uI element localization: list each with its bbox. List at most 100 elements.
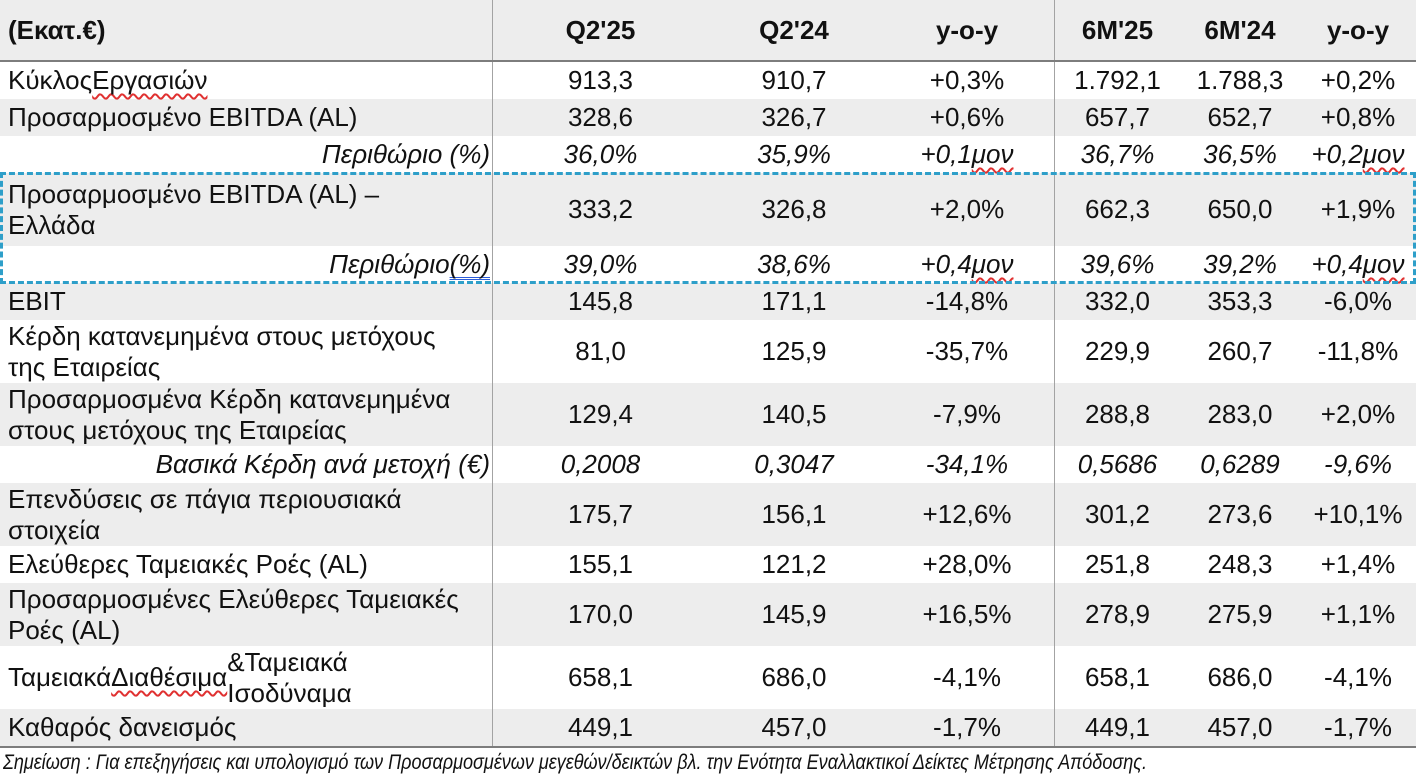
cell-value: +0,4 μον	[880, 246, 1055, 283]
cell-value: 171,1	[761, 286, 827, 316]
cell-value: 35,9%	[757, 139, 831, 169]
column-header: y-o-y	[880, 0, 1055, 60]
cell-value: +1,9%	[1320, 194, 1396, 224]
column-header: Q2'25	[565, 14, 636, 45]
grammar-underline: (%)	[449, 249, 490, 279]
cell-value: 175,7	[567, 499, 634, 529]
cell-value: +10,1%	[1313, 499, 1403, 529]
cell-value: 332,0	[1084, 286, 1151, 316]
column-header: 6M'24	[1204, 14, 1276, 45]
row-label: Κύκλος Εργασιών	[0, 62, 493, 99]
cell-value: 275,9	[1207, 599, 1273, 629]
cell-value: 283,0	[1207, 399, 1273, 429]
row-label: Προσαρμοσμένο EBITDA (AL) – Ελλάδα	[0, 173, 493, 246]
cell-value: -14,8%	[880, 283, 1055, 320]
cell-value: 155,1	[567, 549, 634, 579]
row-label: Ταμειακά Διαθέσιμα &Ταμειακά Ισοδύναμα	[0, 646, 493, 709]
cell-value: -4,1%	[1324, 662, 1392, 692]
table-row: Βασικά Κέρδη ανά μετοχή (€) 0,2008 0,3047 -…	[0, 446, 1416, 483]
cell-value: 125,9	[761, 336, 827, 366]
spellcheck-underline: μον	[971, 139, 1014, 169]
cell-value: -11,8%	[1317, 336, 1399, 366]
table-row: Προσαρμοσμένο EBITDA (AL) 328,6 326,7 +0,6%…	[0, 99, 1416, 136]
row-label: Βασικά Κέρδη ανά μετοχή (€)	[0, 446, 493, 483]
cell-value: 449,1	[1084, 712, 1151, 742]
cell-value: 273,6	[1207, 499, 1273, 529]
cell-value: +28,0%	[880, 546, 1055, 583]
cell-value: 328,6	[567, 102, 634, 132]
table-row: Ελεύθερες Ταμειακές Ροές (AL) 155,1 121,2 +…	[0, 546, 1416, 583]
column-header: Q2'24	[759, 14, 829, 45]
cell-value: 129,4	[567, 399, 634, 429]
table-row: Επενδύσεις σε πάγια περιουσιακά στοιχεία…	[0, 483, 1416, 546]
cell-value: +2,0%	[1320, 399, 1396, 429]
cell-value: +0,8%	[1320, 102, 1396, 132]
cell-value: 1.788,3	[1196, 65, 1284, 95]
cell-value: +2,0%	[880, 173, 1055, 246]
cell-value: 326,8	[761, 194, 827, 224]
column-header: y-o-y	[1326, 14, 1390, 45]
cell-value: 260,7	[1207, 336, 1273, 366]
spellcheck-underline: Εργασιών	[92, 65, 208, 95]
cell-value: +0,2%	[1320, 65, 1396, 95]
cell-value: +0,4 μον	[1311, 249, 1405, 279]
cell-value: 36,7%	[1080, 139, 1155, 169]
cell-value: 156,1	[761, 499, 827, 529]
table-row: Προσαρμοσμένο EBITDA (AL) – Ελλάδα 333,2 3…	[0, 173, 1416, 246]
row-label: Ελεύθερες Ταμειακές Ροές (AL)	[0, 546, 493, 583]
cell-value: +0,6%	[880, 99, 1055, 136]
cell-value: 0,2008	[560, 449, 641, 479]
cell-value: 81,0	[575, 336, 626, 366]
cell-value: 251,8	[1084, 549, 1151, 579]
cell-value: -6,0%	[1324, 286, 1392, 316]
cell-value: 0,6289	[1200, 449, 1280, 479]
row-label: Περιθώριο (%)	[0, 246, 493, 283]
cell-value: 301,2	[1084, 499, 1151, 529]
table-row: Περιθώριο (%) 39,0% 38,6% +0,4 μον 39,6% 39,2…	[0, 246, 1416, 283]
cell-value: 457,0	[761, 712, 827, 742]
footnote: Σημείωση : Για επεξηγήσεις και υπολογισμ…	[3, 751, 1416, 775]
cell-value: +1,4%	[1320, 549, 1396, 579]
cell-value: +16,5%	[880, 583, 1055, 646]
cell-value: -9,6%	[1324, 449, 1392, 479]
table-row: Ταμειακά Διαθέσιμα &Ταμειακά Ισοδύναμα 65…	[0, 646, 1416, 709]
cell-value: 457,0	[1207, 712, 1273, 742]
cell-value: 39,0%	[563, 249, 638, 279]
spellcheck-underline: μον	[1362, 249, 1405, 279]
table-row: Καθαρός δανεισμός 449,1 457,0 -1,7% 449,1 457…	[0, 709, 1416, 748]
unit-header-cell: (Εκατ.€)	[0, 0, 493, 60]
cell-value: -7,9%	[880, 383, 1055, 446]
spellcheck-underline: μον	[1362, 139, 1405, 169]
cell-value: 326,7	[761, 102, 827, 132]
cell-value: 145,8	[567, 286, 634, 316]
cell-value: 353,3	[1207, 286, 1273, 316]
row-label: Προσαρμοσμένες Ελεύθερες Ταμειακές Ροές …	[0, 583, 493, 646]
cell-value: +1,1%	[1320, 599, 1396, 629]
cell-value: 333,2	[567, 194, 634, 224]
cell-value: 449,1	[567, 712, 634, 742]
spellcheck-underline: μον	[971, 249, 1014, 279]
cell-value: 686,0	[1207, 662, 1273, 692]
cell-value: 0,5686	[1077, 449, 1158, 479]
table-row: Προσαρμοσμένα Κέρδη κατανεμημένα στους μ…	[0, 383, 1416, 446]
cell-value: -1,7%	[880, 709, 1055, 746]
cell-value: 38,6%	[757, 249, 831, 279]
cell-value: +0,1 μον	[880, 136, 1055, 173]
cell-value: 657,7	[1084, 102, 1151, 132]
table-header-row: (Εκατ.€) Q2'25 Q2'24 y-o-y 6M'25 6M'24 y-o-y	[0, 0, 1416, 62]
table-row: Κύκλος Εργασιών 913,3 910,7 +0,3% 1.792,1 1.7…	[0, 62, 1416, 99]
cell-value: 278,9	[1084, 599, 1151, 629]
cell-value: 145,9	[761, 599, 827, 629]
cell-value: +0,2 μον	[1311, 139, 1405, 169]
cell-value: 39,6%	[1080, 249, 1155, 279]
table-row: Κέρδη κατανεμημένα στους μετόχους της Ετ…	[0, 320, 1416, 383]
table-row: EBIT 145,8 171,1 -14,8% 332,0 353,3 -6,0%	[0, 283, 1416, 320]
row-label: Κέρδη κατανεμημένα στους μετόχους της Ετ…	[0, 320, 493, 383]
cell-value: 658,1	[1084, 662, 1151, 692]
cell-value: 121,2	[761, 549, 827, 579]
cell-value: 1.792,1	[1074, 65, 1161, 95]
cell-value: 652,7	[1207, 102, 1273, 132]
table-row: Περιθώριο (%) 36,0% 35,9% +0,1 μον 36,7% 36,5…	[0, 136, 1416, 173]
cell-value: 288,8	[1084, 399, 1151, 429]
